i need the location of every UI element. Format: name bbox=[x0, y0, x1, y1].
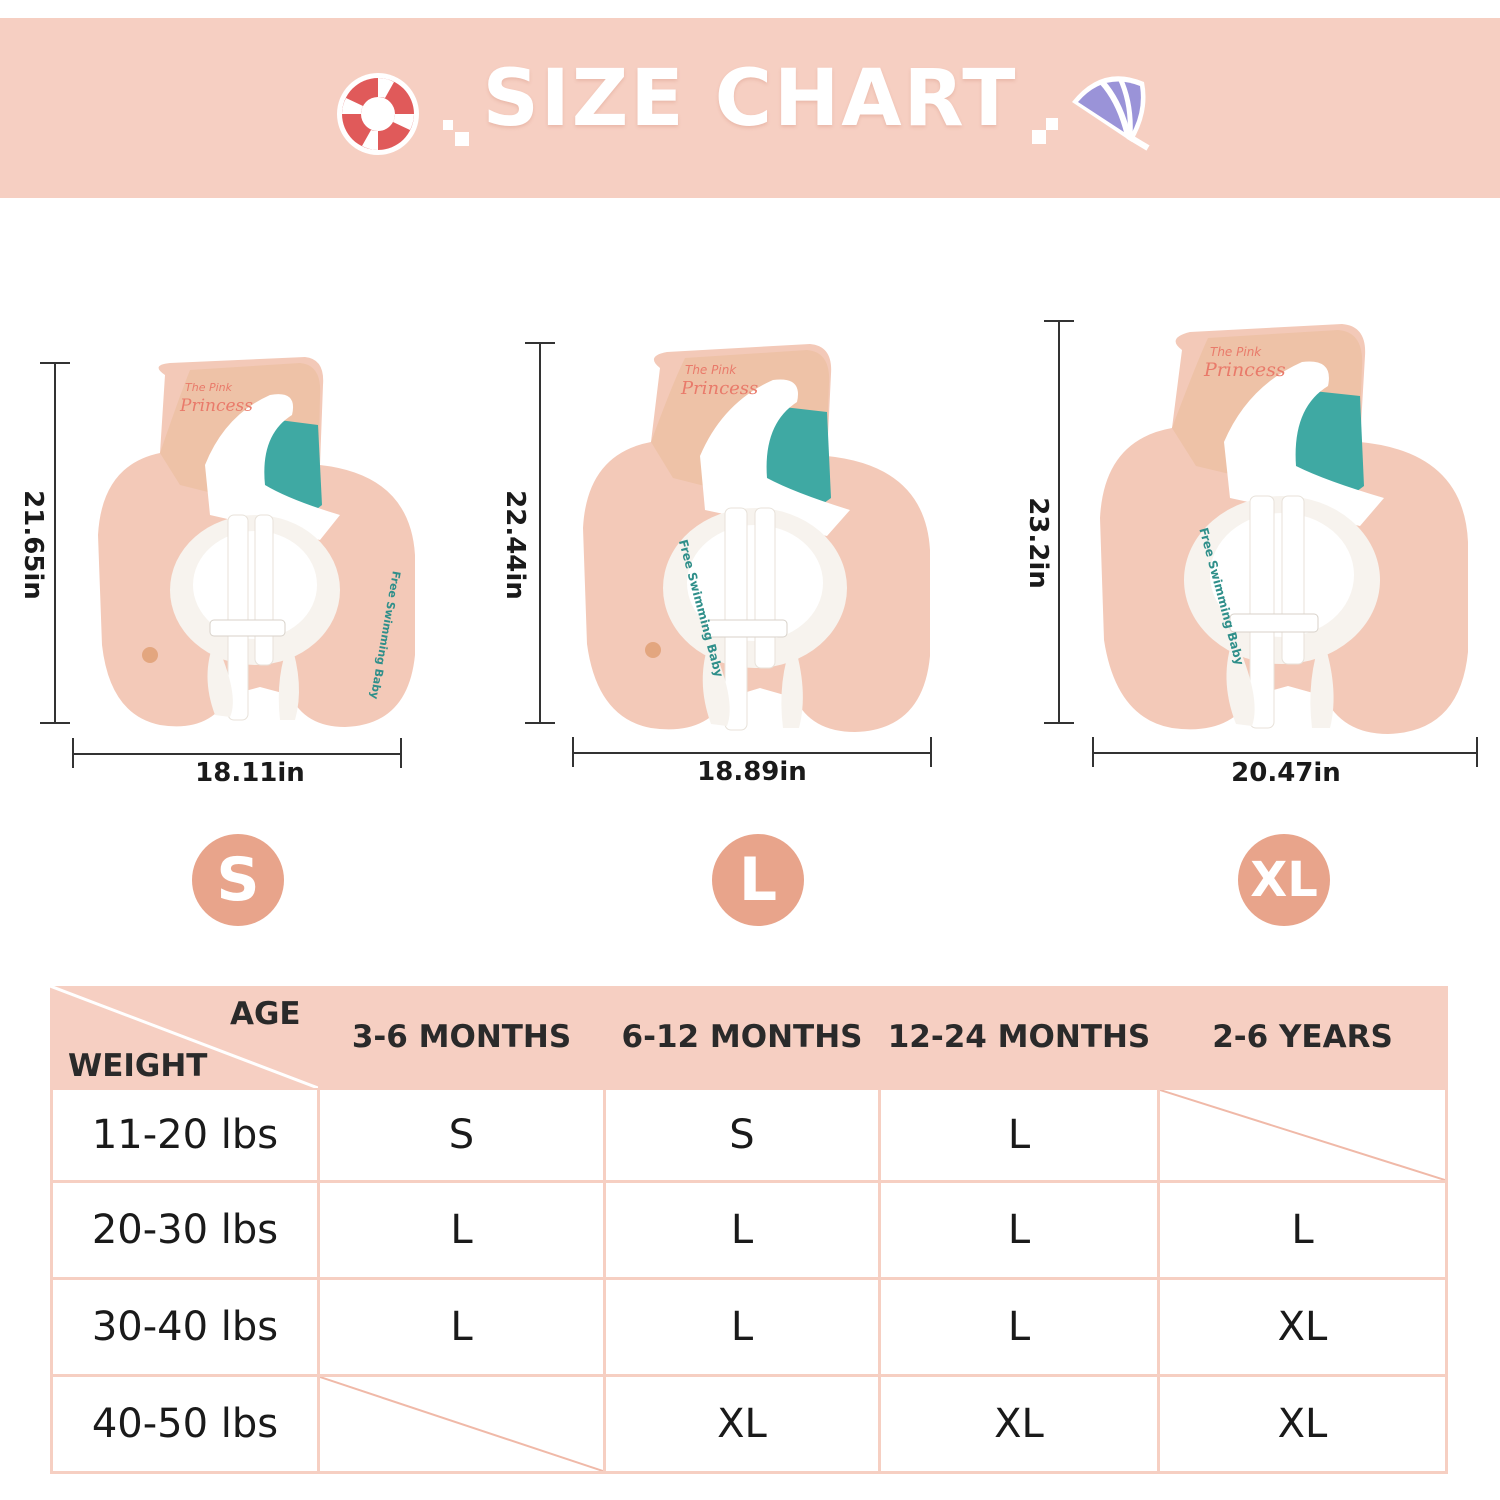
size-cell: XL bbox=[1160, 1280, 1445, 1374]
height-tick-bottom bbox=[525, 722, 555, 724]
page-title: SIZE CHART bbox=[482, 54, 1018, 144]
width-label: 18.11in bbox=[195, 758, 305, 788]
column-header: 6-12 MONTHS bbox=[621, 1019, 863, 1055]
header-banner bbox=[0, 18, 1500, 198]
width-tick-right bbox=[1476, 737, 1478, 767]
print-subtitle: The Pink bbox=[685, 363, 737, 377]
size-cell-empty bbox=[1160, 1090, 1445, 1180]
height-label: 23.2in bbox=[1023, 497, 1053, 589]
height-tick-top bbox=[525, 342, 555, 344]
width-tick-left bbox=[72, 738, 74, 768]
size-badge-xl: XL bbox=[1238, 834, 1330, 926]
size-cell-empty bbox=[320, 1377, 603, 1471]
column-header: 12-24 MONTHS bbox=[887, 1019, 1151, 1055]
print-title: Princess bbox=[179, 396, 253, 416]
width-dimension-line bbox=[72, 753, 402, 755]
width-dimension-line bbox=[1092, 752, 1478, 754]
height-label: 22.44in bbox=[500, 490, 530, 600]
size-cell: S bbox=[320, 1090, 603, 1180]
height-dimension-line bbox=[539, 342, 541, 724]
float-product-xl: The Pink Princess Free Swimming Baby bbox=[1092, 318, 1472, 738]
height-tick-bottom bbox=[40, 722, 70, 724]
corner-weight-label: WEIGHT bbox=[68, 1048, 208, 1084]
umbrella-icon bbox=[1072, 76, 1150, 151]
pixel-dots-left bbox=[443, 120, 469, 146]
height-label: 21.65in bbox=[18, 490, 48, 600]
width-tick-right bbox=[930, 737, 932, 767]
height-dimension-line bbox=[1058, 320, 1060, 724]
column-header: 2-6 YEARS bbox=[1212, 1019, 1393, 1055]
pixel-dots-right bbox=[1032, 118, 1060, 146]
size-cell: L bbox=[320, 1280, 603, 1374]
height-tick-top bbox=[1044, 320, 1074, 322]
height-tick-bottom bbox=[1044, 722, 1074, 724]
corner-age-label: AGE bbox=[230, 996, 301, 1032]
print-title: Princess bbox=[680, 378, 758, 399]
weight-cell: 11-20 lbs bbox=[53, 1090, 317, 1180]
size-cell: L bbox=[1160, 1183, 1445, 1277]
height-dimension-line bbox=[54, 362, 56, 724]
size-cell: L bbox=[606, 1183, 878, 1277]
width-label: 18.89in bbox=[697, 757, 807, 787]
width-dimension-line bbox=[572, 752, 932, 754]
size-cell: L bbox=[881, 1183, 1157, 1277]
corner-diagonal bbox=[50, 986, 318, 1088]
print-title: Princess bbox=[1203, 359, 1286, 381]
size-cell: L bbox=[881, 1090, 1157, 1180]
size-cell: XL bbox=[1160, 1377, 1445, 1471]
weight-cell: 20-30 lbs bbox=[53, 1183, 317, 1277]
size-badge-s: S bbox=[192, 834, 284, 926]
float-illustration: The Pink Princess Free Swimming Baby bbox=[583, 344, 930, 732]
size-badge-l: L bbox=[712, 834, 804, 926]
size-cell: XL bbox=[606, 1377, 878, 1471]
weight-cell: 40-50 lbs bbox=[53, 1377, 317, 1471]
width-tick-left bbox=[572, 737, 574, 767]
life-ring-icon bbox=[337, 73, 419, 155]
width-tick-left bbox=[1092, 737, 1094, 767]
weight-cell: 30-40 lbs bbox=[53, 1280, 317, 1374]
width-tick-right bbox=[400, 738, 402, 768]
float-illustration: The Pink Princess Free Swimming Baby bbox=[98, 357, 415, 727]
print-subtitle: The Pink bbox=[1210, 345, 1262, 359]
size-cell: L bbox=[881, 1280, 1157, 1374]
size-cell: XL bbox=[881, 1377, 1157, 1471]
width-label: 20.47in bbox=[1231, 758, 1341, 788]
size-cell: L bbox=[320, 1183, 603, 1277]
float-product-l: The Pink Princess Free Swimming Baby bbox=[575, 338, 935, 738]
size-cell: L bbox=[606, 1280, 878, 1374]
size-table: AGE WEIGHT 3-6 MONTHS 6-12 MONTHS 12-24 … bbox=[50, 986, 1448, 1474]
print-subtitle: The Pink bbox=[185, 381, 233, 394]
size-cell: S bbox=[606, 1090, 878, 1180]
float-product-s: The Pink Princess Free Swimming Baby bbox=[90, 355, 420, 735]
float-illustration: The Pink Princess Free Swimming Baby bbox=[1100, 324, 1468, 734]
column-header: 3-6 MONTHS bbox=[351, 1019, 572, 1055]
height-tick-top bbox=[40, 362, 70, 364]
